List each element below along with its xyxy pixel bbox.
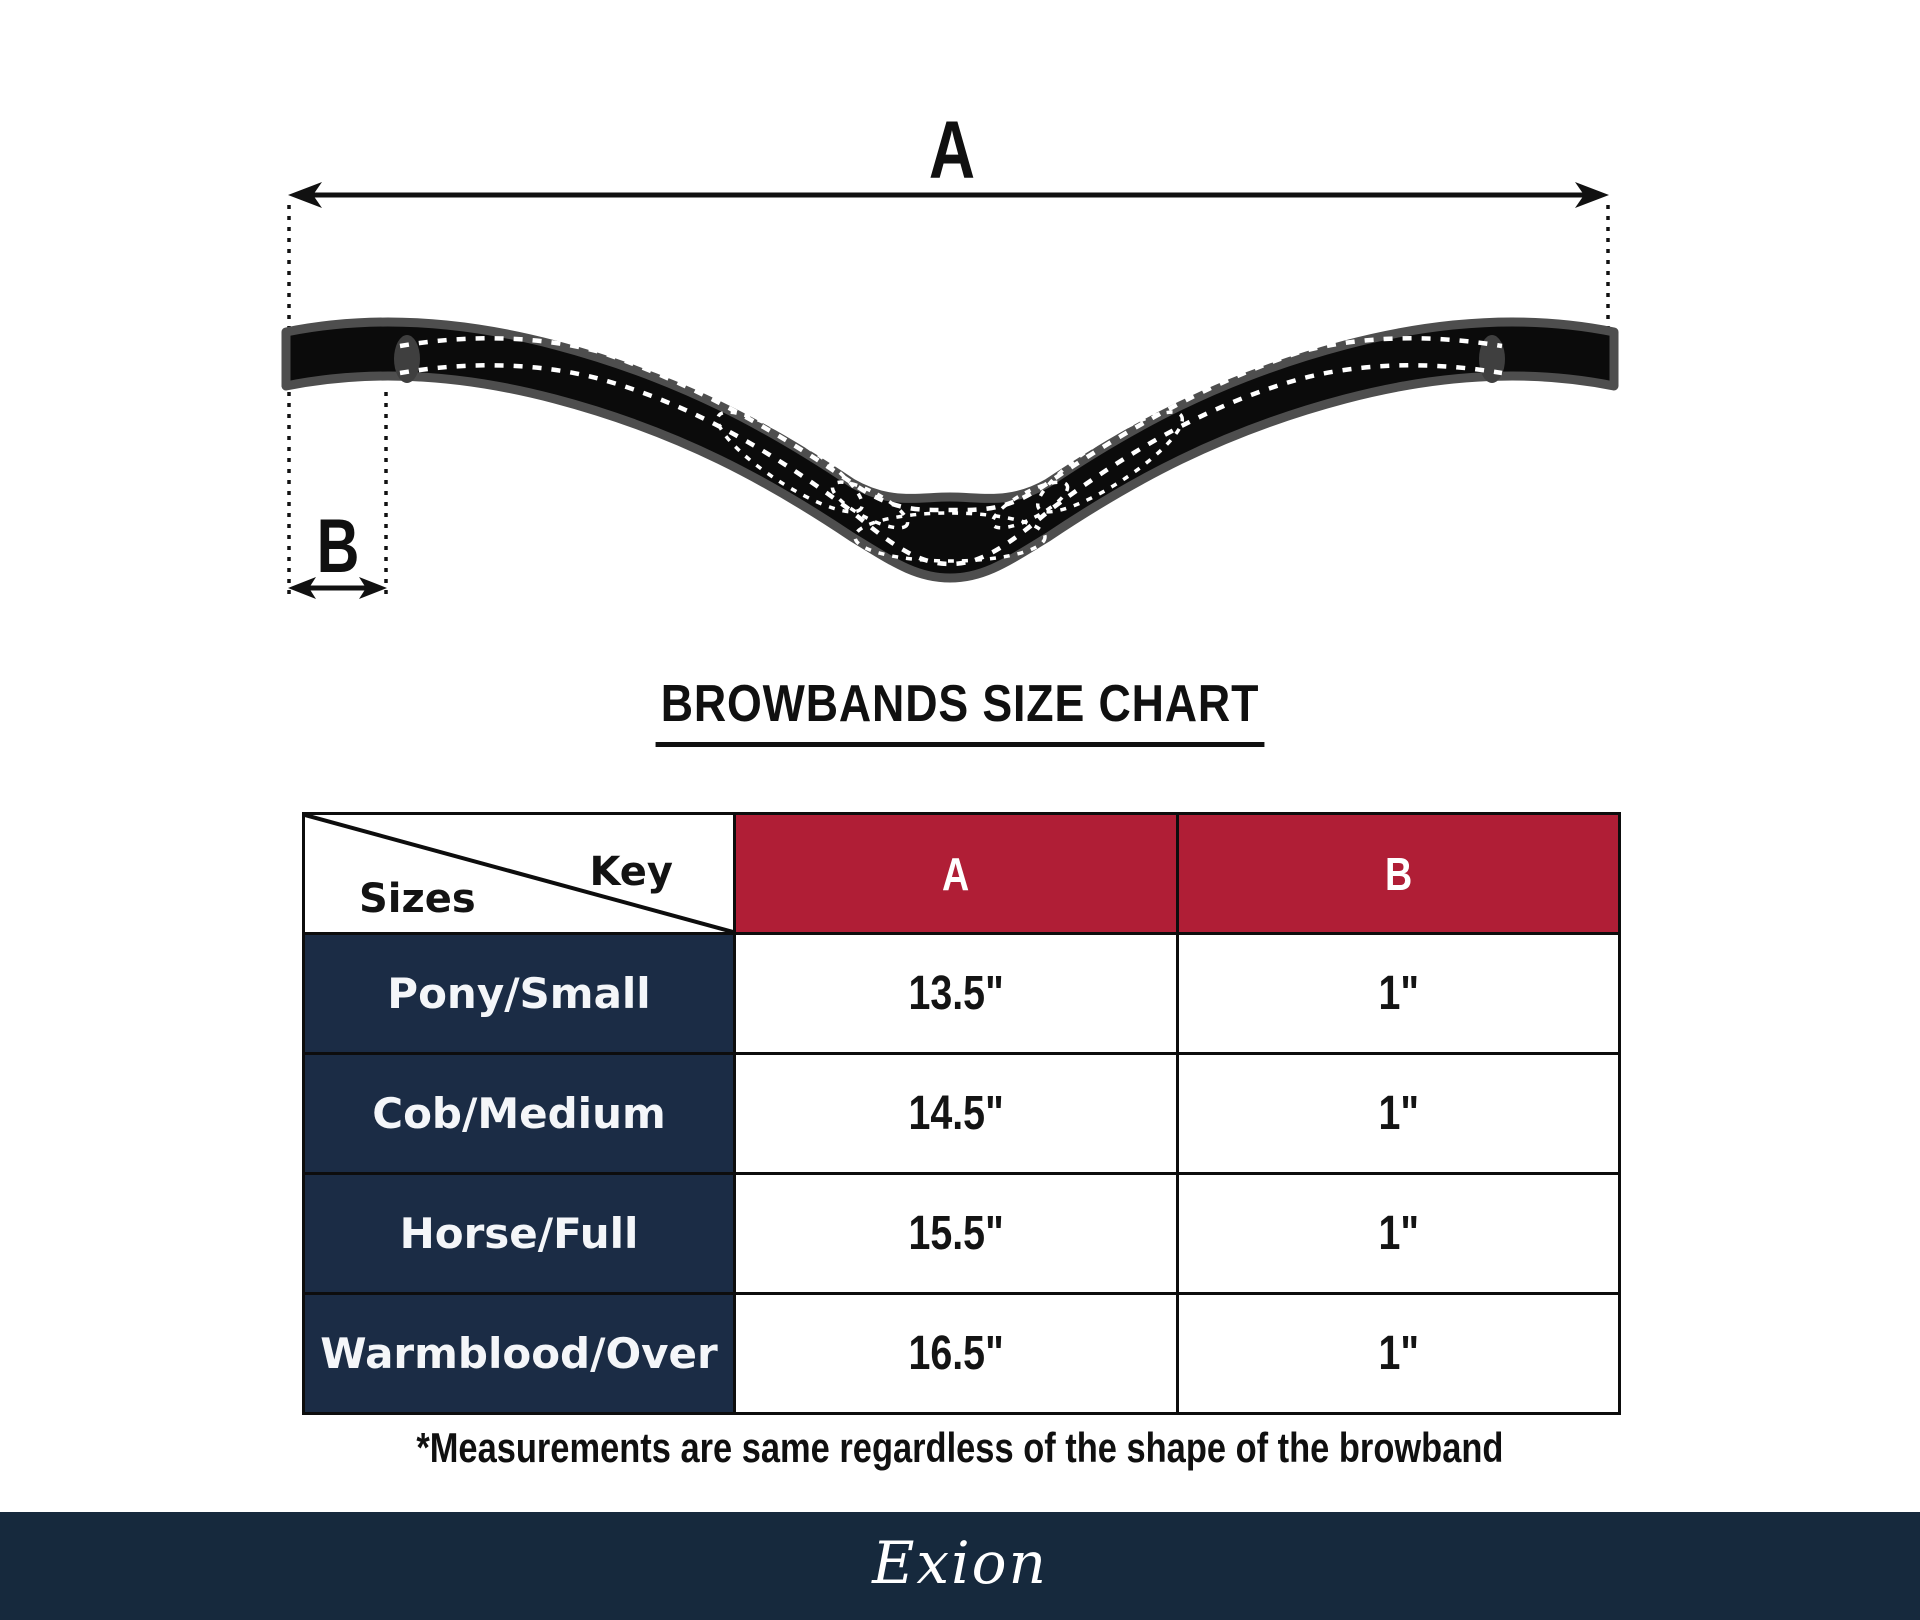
decorative-stitch-pattern (715, 410, 1185, 563)
corner-sizes-label: Sizes (359, 876, 476, 922)
value-b: 1" (1176, 1292, 1621, 1415)
title-row: BROWBANDS SIZE CHART (0, 674, 1920, 747)
size-chart-table: Key Sizes A B Pony/Small 13.5" 1" Cob/Me… (302, 812, 1621, 1415)
value-a: 15.5" (733, 1172, 1179, 1295)
corner-cell: Key Sizes (302, 812, 736, 935)
size-label: Horse/Full (302, 1172, 736, 1295)
table-row: Warmblood/Over 16.5" 1" (302, 1292, 1621, 1415)
browband-strap (281, 317, 1619, 583)
page-title: BROWBANDS SIZE CHART (655, 674, 1265, 747)
value-a: 16.5" (733, 1292, 1179, 1415)
size-label: Pony/Small (302, 932, 736, 1055)
value-a: 13.5" (733, 932, 1179, 1055)
diagonal-divider (305, 815, 733, 932)
browband-diagram: A B (281, 103, 1619, 599)
value-b: 1" (1176, 1172, 1621, 1295)
measure-b-arrow (288, 577, 387, 599)
value-b: 1" (1176, 1052, 1621, 1175)
strap-loop-left (394, 335, 420, 383)
header-row: Key Sizes A B (302, 812, 1621, 935)
footnote-row: *Measurements are same regardless of the… (0, 1424, 1920, 1472)
value-a: 14.5" (733, 1052, 1179, 1175)
measure-a-arrow (288, 182, 1609, 208)
column-header-b: B (1176, 812, 1621, 935)
table-row: Cob/Medium 14.5" 1" (302, 1052, 1621, 1175)
footer-bar: Exion (0, 1512, 1920, 1620)
size-label: Cob/Medium (302, 1052, 736, 1175)
brand-logo: Exion (872, 1529, 1048, 1597)
corner-key-label: Key (589, 849, 674, 895)
measure-a-label: A (929, 103, 975, 196)
column-header-a: A (733, 812, 1179, 935)
size-label: Warmblood/Over (302, 1292, 736, 1415)
table-row: Pony/Small 13.5" 1" (302, 932, 1621, 1055)
table-row: Horse/Full 15.5" 1" (302, 1172, 1621, 1295)
stitching (399, 336, 1503, 567)
measure-b-label: B (317, 504, 360, 589)
value-b: 1" (1176, 932, 1621, 1055)
footnote: *Measurements are same regardless of the… (416, 1424, 1504, 1471)
